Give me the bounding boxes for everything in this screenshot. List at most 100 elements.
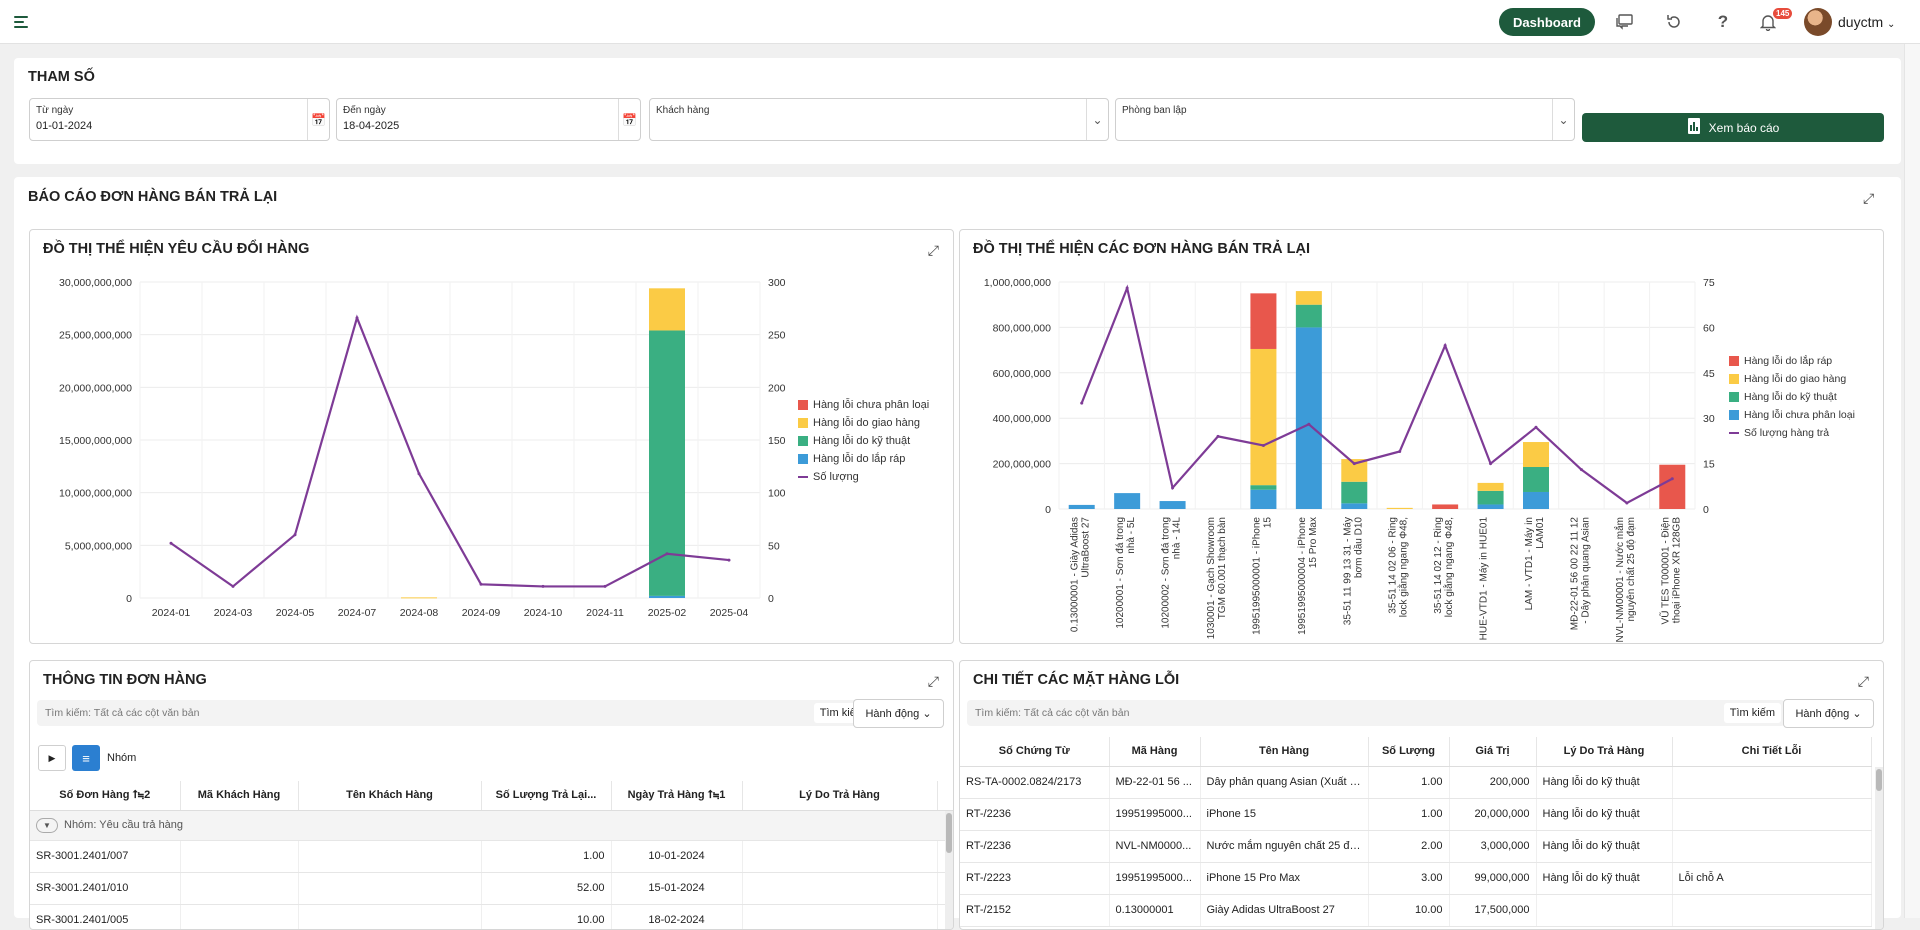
column-header[interactable]: Ngày Trả Hàng ⭡≒1: [611, 781, 743, 811]
line-point: [479, 582, 483, 586]
from-date-field[interactable]: Từ ngày 01-01-2024 📅: [29, 98, 330, 141]
legend-item[interactable]: Hàng lỗi do giao hàng: [798, 414, 929, 432]
chat-icon[interactable]: [1613, 10, 1637, 34]
legend-item[interactable]: Hàng lỗi chưa phân loại: [798, 396, 929, 414]
line-point: [1352, 462, 1356, 466]
y2-tick-label: 300: [768, 277, 786, 289]
legend-swatch: [1729, 392, 1739, 402]
bar-segment: [1114, 493, 1141, 509]
cell: [742, 872, 938, 905]
column-header[interactable]: Số Chứng Từ: [960, 737, 1110, 767]
defects-action-button[interactable]: Hành động ⌄: [1783, 699, 1874, 728]
y2-tick-label: 0: [1703, 504, 1709, 516]
collapse-icon[interactable]: ▼: [36, 817, 58, 833]
column-header[interactable]: Mã Khách Hàng: [180, 781, 299, 811]
bar-segment: [1159, 501, 1186, 509]
table-row[interactable]: RT-/2223 19951995000... iPhone 15 Pro Max 3…: [960, 862, 1872, 895]
bell-icon[interactable]: [1756, 10, 1780, 34]
cell: 3.00: [1368, 862, 1450, 895]
chevron-down-icon[interactable]: ⌄: [1086, 99, 1108, 140]
order-info-card: THÔNG TIN ĐƠN HÀNG ⤢ Tìm kiếm: Tất cả cá…: [29, 660, 954, 930]
dashboard-button[interactable]: Dashboard: [1499, 8, 1595, 36]
column-header[interactable]: Lý Do Trả Hàng: [742, 781, 938, 811]
table-header-row: Số Đơn Hàng ⭡≒2 Mã Khách Hàng Tên Khách …: [30, 781, 953, 811]
column-header[interactable]: Chi Tiết Lỗi: [1672, 737, 1872, 767]
column-header[interactable]: Tên Khách Hàng: [298, 781, 482, 811]
page-scrollbar[interactable]: [1904, 44, 1920, 918]
defects-search-button[interactable]: Tìm kiếm: [1723, 703, 1781, 723]
legend-item[interactable]: Hàng lỗi do lắp ráp: [798, 450, 929, 468]
x-tick-label: LAM - VTD1 - Máy inLAM01: [1524, 517, 1546, 611]
help-icon[interactable]: ?: [1717, 12, 1729, 31]
orders-action-button[interactable]: Hành động ⌄: [853, 699, 944, 728]
cell: [1672, 766, 1872, 799]
cell: [180, 840, 299, 873]
bar-segment: [1341, 503, 1368, 509]
table-scrollbar[interactable]: [945, 811, 953, 929]
defects-search-input[interactable]: Tìm kiếm: Tất cả các cột văn bản: [975, 707, 1130, 719]
line-point: [355, 316, 359, 320]
view-report-button[interactable]: Xem báo cáo: [1582, 113, 1884, 142]
column-header[interactable]: Số Đơn Hàng ⭡≒2: [30, 781, 181, 811]
cell: 2.00: [1368, 830, 1450, 863]
table-row[interactable]: RS-TA-0002.0824/2173 MĐ-22-01 56 ... Dây p…: [960, 766, 1872, 799]
table-row[interactable]: RT-/2236 NVL-NM0000... Nước mắm nguyên chấ…: [960, 830, 1872, 863]
column-header[interactable]: Mã Hàng: [1109, 737, 1201, 767]
x-tick-label-line: HUE-VTD1 - Máy in HUE01: [1479, 517, 1490, 641]
bar-segment: [1523, 467, 1549, 492]
legend-item[interactable]: Số lượng hàng trả: [1729, 424, 1855, 442]
legend-swatch: [1729, 374, 1739, 384]
expand-icon[interactable]: ⤢: [927, 673, 939, 689]
department-select[interactable]: Phòng ban lập ⌄: [1115, 98, 1575, 141]
play-icon[interactable]: ▶: [38, 745, 66, 771]
menu-toggle-icon[interactable]: [12, 12, 34, 32]
cell: Nước mắm nguyên chất 25 độ...: [1200, 830, 1369, 863]
table-row[interactable]: SR-3001.2401/007 1.00 10-01-2024: [30, 840, 953, 873]
calendar-icon[interactable]: 📅: [618, 99, 640, 140]
group-label[interactable]: Nhóm: [107, 752, 137, 764]
orders-search-input[interactable]: Tìm kiếm: Tất cả các cột văn bản: [45, 707, 200, 719]
legend-item[interactable]: Số lượng: [798, 468, 929, 486]
chart2-svg: 1,000,000,000 800,000,000 600,000,000 400,0…: [984, 277, 1715, 643]
x-tick-label: 2024-09: [462, 607, 501, 619]
column-header[interactable]: Lý Do Trả Hàng: [1536, 737, 1673, 767]
y-tick-label: 800,000,000: [993, 322, 1052, 334]
expand-icon[interactable]: ⤢: [1857, 673, 1869, 689]
column-header[interactable]: Số Lượng: [1368, 737, 1450, 767]
group-row[interactable]: ▼ Nhóm: Yêu cầu trả hàng: [30, 810, 953, 841]
table-row[interactable]: RT-/2236 19951995000... iPhone 15 1.00 20,00…: [960, 798, 1872, 831]
column-header[interactable]: Tên Hàng: [1200, 737, 1369, 767]
calendar-icon[interactable]: 📅: [307, 99, 329, 140]
expand-icon[interactable]: ⤢: [1863, 190, 1875, 206]
column-header[interactable]: Số Lượng Trả Lại...: [481, 781, 612, 811]
user-menu[interactable]: duyctm ⌄: [1838, 14, 1895, 30]
legend-item[interactable]: Hàng lỗi do kỹ thuật: [798, 432, 929, 450]
table-scrollbar[interactable]: [1875, 767, 1883, 929]
legend-item[interactable]: Hàng lỗi do kỹ thuật: [1729, 388, 1855, 406]
y2-tick-label: 60: [1703, 322, 1715, 334]
orders-title: THÔNG TIN ĐƠN HÀNG: [43, 672, 207, 688]
bar-segment: [1250, 485, 1277, 490]
x-tick-label-line: 0.13000001 - Giày Adidas: [1070, 517, 1081, 632]
to-date-field[interactable]: Đến ngày 18-04-2025 📅: [336, 98, 641, 141]
legend-item[interactable]: Hàng lỗi chưa phân loại: [1729, 406, 1855, 424]
x-tick-label: 2025-02: [648, 607, 687, 619]
avatar[interactable]: [1804, 8, 1832, 36]
x-tick-label-line: 35-51 14 02 12 - Ring: [1433, 517, 1444, 614]
chevron-down-icon[interactable]: ⌄: [1552, 99, 1574, 140]
x-tick-label-line: 15: [1262, 517, 1273, 529]
y-tick-label: 25,000,000,000: [59, 330, 132, 342]
table-row[interactable]: SR-3001.2401/010 52.00 15-01-2024: [30, 872, 953, 905]
cell: Hàng lỗi do kỹ thuật: [1536, 830, 1673, 863]
x-tick-label: 19951995000001 - iPhone15: [1251, 517, 1273, 635]
refresh-icon[interactable]: [1662, 10, 1686, 34]
column-header[interactable]: Giá Trị: [1449, 737, 1537, 767]
line-point: [1443, 344, 1447, 348]
customer-select[interactable]: Khách hàng ⌄: [649, 98, 1109, 141]
expand-icon[interactable]: ⤢: [927, 242, 939, 258]
legend-item[interactable]: Hàng lỗi do lắp ráp: [1729, 352, 1855, 370]
table-row[interactable]: RT-/2152 0.13000001 Giày Adidas UltraBoost…: [960, 894, 1872, 927]
table-row[interactable]: SR-3001.2401/005 10.00 18-02-2024: [30, 904, 953, 929]
group-view-icon[interactable]: ≡: [72, 745, 100, 771]
legend-item[interactable]: Hàng lỗi do giao hàng: [1729, 370, 1855, 388]
